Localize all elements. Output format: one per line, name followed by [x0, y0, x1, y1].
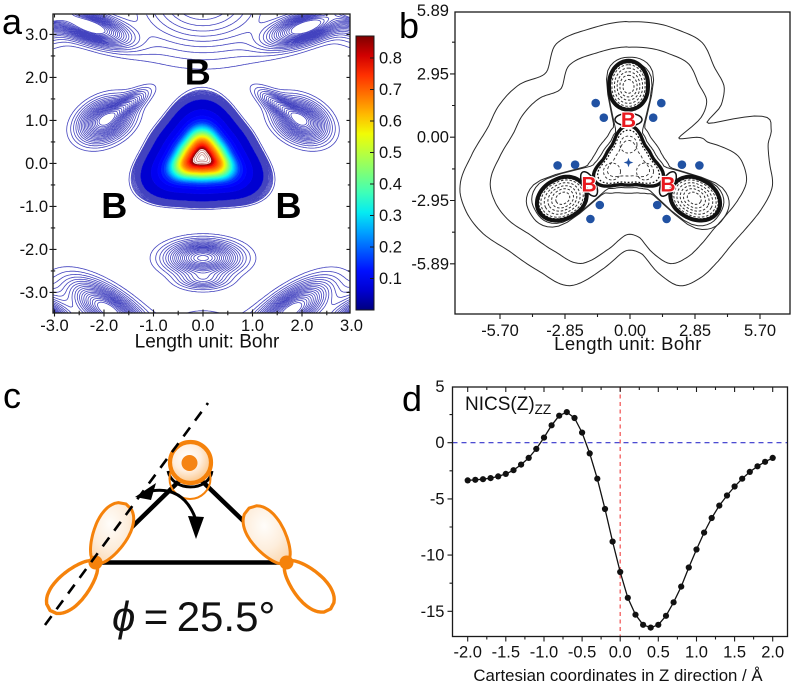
svg-text:B: B: [101, 185, 127, 226]
svg-text:0.00: 0.00: [614, 322, 646, 340]
svg-text:0.6: 0.6: [379, 113, 402, 131]
svg-text:B: B: [621, 109, 636, 132]
svg-text:0.1: 0.1: [379, 270, 402, 288]
svg-text:-5: -5: [430, 490, 445, 508]
svg-text:d: d: [402, 378, 422, 419]
svg-text:2.95: 2.95: [417, 65, 449, 83]
svg-text:-2.95: -2.95: [411, 192, 449, 210]
svg-text:Length unit: Bohr: Length unit: Bohr: [554, 333, 702, 354]
svg-text:-15: -15: [421, 603, 445, 621]
svg-text:1.0: 1.0: [25, 112, 48, 130]
svg-text:B: B: [276, 185, 302, 226]
svg-text:1.0: 1.0: [685, 644, 708, 662]
svg-text:B: B: [582, 174, 597, 197]
svg-text:-3.0: -3.0: [40, 317, 68, 335]
svg-text:0.4: 0.4: [379, 176, 402, 194]
svg-text:-0.5: -0.5: [568, 644, 596, 662]
svg-text:0.5: 0.5: [647, 644, 670, 662]
svg-text:-5.70: -5.70: [481, 322, 519, 340]
svg-text:-1.5: -1.5: [492, 644, 520, 662]
svg-text:2.0: 2.0: [25, 69, 48, 87]
svg-text:0.7: 0.7: [379, 81, 402, 99]
svg-text:2.85: 2.85: [679, 322, 711, 340]
svg-text:0.5: 0.5: [379, 144, 402, 162]
svg-text:a: a: [2, 1, 23, 42]
svg-text:0.3: 0.3: [379, 207, 402, 225]
svg-text:5.70: 5.70: [744, 322, 776, 340]
svg-text:NICS(Z)ZZ: NICS(Z)ZZ: [465, 394, 551, 417]
svg-text:Cartesian coordinates in Z dir: Cartesian coordinates in Z direction / Å: [473, 666, 763, 685]
svg-text:0.0: 0.0: [25, 155, 48, 173]
svg-text:-1.0: -1.0: [530, 644, 558, 662]
svg-text:0.2: 0.2: [379, 239, 402, 257]
svg-text:b: b: [399, 5, 419, 46]
svg-text:ϕ = 25.5°: ϕ = 25.5°: [112, 593, 275, 640]
svg-text:B: B: [185, 51, 211, 92]
svg-text:-1.0: -1.0: [139, 317, 167, 335]
svg-text:3.0: 3.0: [340, 317, 363, 335]
svg-text:0.8: 0.8: [379, 50, 402, 68]
svg-text:5.89: 5.89: [417, 2, 449, 20]
svg-text:-2.85: -2.85: [546, 322, 584, 340]
svg-text:2.0: 2.0: [761, 644, 784, 662]
svg-text:0.00: 0.00: [417, 129, 449, 147]
svg-text:1.0: 1.0: [241, 317, 264, 335]
svg-text:0.0: 0.0: [609, 644, 632, 662]
svg-text:2.0: 2.0: [291, 317, 314, 335]
svg-text:0.0: 0.0: [192, 317, 215, 335]
svg-text:-1.0: -1.0: [20, 198, 48, 216]
svg-text:3.0: 3.0: [25, 26, 48, 44]
svg-text:c: c: [3, 375, 21, 416]
svg-text:-10: -10: [421, 547, 445, 565]
svg-text:-3.0: -3.0: [20, 284, 48, 302]
svg-text:0: 0: [435, 434, 444, 452]
svg-text:-5.89: -5.89: [411, 255, 449, 273]
svg-text:1.5: 1.5: [723, 644, 746, 662]
svg-text:-2.0: -2.0: [90, 317, 118, 335]
svg-text:Length unit: Bohr: Length unit: Bohr: [135, 332, 280, 353]
svg-text:-2.0: -2.0: [453, 644, 481, 662]
svg-text:-2.0: -2.0: [20, 241, 48, 259]
svg-text:5: 5: [435, 378, 444, 396]
svg-text:B: B: [660, 174, 675, 197]
